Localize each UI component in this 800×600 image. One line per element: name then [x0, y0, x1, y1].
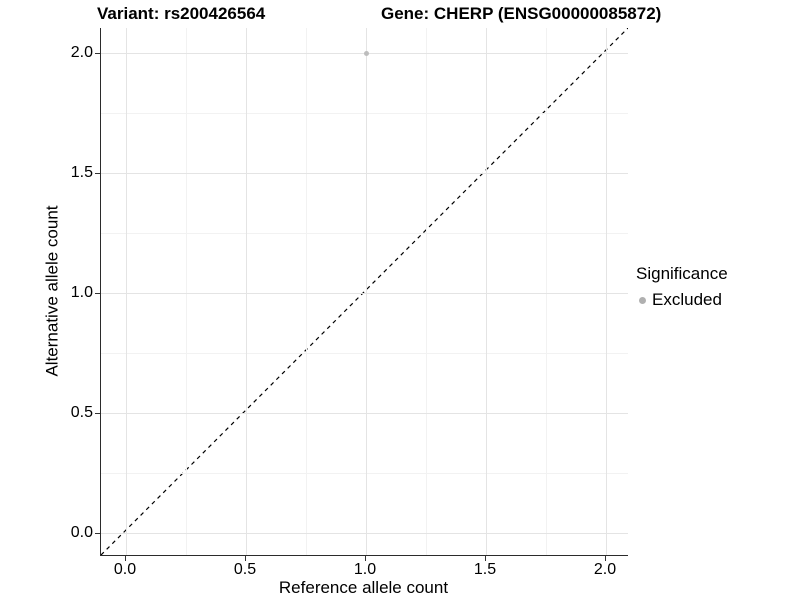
x-axis-title: Reference allele count — [278, 578, 449, 597]
plot-title-variant: Variant: rs200426564 — [97, 4, 266, 23]
y-axis-tick — [95, 412, 100, 414]
y-axis-tick-label: 2.0 — [70, 44, 93, 61]
x-axis-tick-label: 1.0 — [353, 561, 377, 578]
gridline-minor-vertical — [545, 28, 547, 555]
identity-dashed-line — [101, 28, 628, 555]
y-axis-tick-label: 0.5 — [70, 404, 93, 421]
x-axis-tick-label: 1.5 — [473, 561, 497, 578]
y-axis-tick — [95, 292, 100, 294]
y-axis-tick — [95, 532, 100, 534]
gridline-major-horizontal — [101, 412, 628, 414]
x-axis-tick-label: 0.5 — [233, 561, 257, 578]
x-axis-tick — [244, 556, 246, 561]
gridline-major-horizontal — [101, 292, 628, 294]
gridline-minor-horizontal — [101, 112, 628, 114]
x-axis-tick — [124, 556, 126, 561]
y-axis-tick-label: 1.0 — [70, 284, 93, 301]
x-axis-tick — [604, 556, 606, 561]
gridline-minor-vertical — [185, 28, 187, 555]
plot-title-gene: Gene: CHERP (ENSG00000085872) — [381, 4, 662, 23]
x-axis-tick-label: 0.0 — [113, 561, 137, 578]
x-axis-tick — [364, 556, 366, 561]
legend-title: Significance — [636, 264, 728, 283]
gridline-major-vertical — [485, 28, 487, 555]
legend-item-label: Excluded — [652, 290, 722, 309]
legend-point-icon — [639, 296, 646, 304]
gridline-minor-vertical — [305, 28, 307, 555]
legend: Significance Excluded — [636, 264, 728, 310]
plot-panel — [100, 28, 628, 556]
gridline-minor-horizontal — [101, 232, 628, 234]
gridline-minor-horizontal — [101, 352, 628, 354]
x-axis-tick — [484, 556, 486, 561]
y-axis-tick — [95, 172, 100, 174]
legend-item-excluded: Excluded — [636, 290, 728, 310]
gridline-minor-vertical — [425, 28, 427, 555]
y-axis-tick — [95, 52, 100, 54]
data-point — [363, 50, 369, 56]
gridline-major-vertical — [245, 28, 247, 555]
gridline-minor-horizontal — [101, 472, 628, 474]
gridline-major-horizontal — [101, 532, 628, 534]
identity-line-layer — [101, 28, 628, 555]
x-axis-tick-label: 2.0 — [593, 561, 617, 578]
gridline-major-vertical — [605, 28, 607, 555]
y-axis-tick-label: 1.5 — [70, 164, 93, 181]
gridline-major-vertical — [365, 28, 367, 555]
gridline-major-vertical — [125, 28, 127, 555]
y-axis-tick-label: 0.0 — [70, 524, 93, 541]
gridline-major-horizontal — [101, 172, 628, 174]
